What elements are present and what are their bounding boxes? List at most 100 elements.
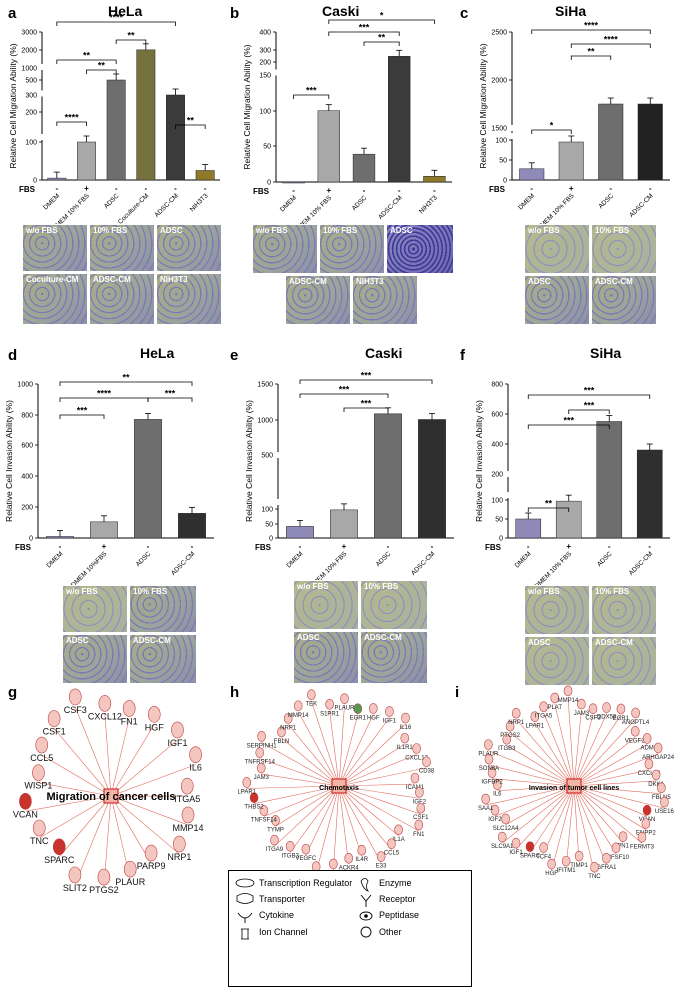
gene-node-icon	[590, 861, 599, 873]
edge	[497, 785, 575, 792]
significance-label: ***	[306, 86, 317, 96]
edge	[110, 739, 178, 797]
gene-label: IGF1	[167, 738, 187, 748]
fbs-label: FBS	[485, 543, 502, 552]
y-axis-label: Relative Cell Migration Ability (%)	[478, 43, 488, 168]
micrograph: 10% FBS	[591, 585, 657, 635]
x-tick-label: ADSC-CM	[410, 550, 436, 576]
chart-d: 0 200 400 600 800 1000 Relative Cell Invasion …	[4, 373, 214, 589]
edge	[543, 712, 575, 787]
bar	[519, 168, 545, 181]
gene-node-icon	[47, 710, 61, 727]
gene-label: TEK	[306, 702, 318, 708]
edge	[110, 764, 196, 797]
gene-node-icon	[249, 792, 259, 803]
bar	[388, 56, 411, 183]
y-tick-label: 3000	[21, 30, 37, 37]
gene-label: FN1	[121, 716, 138, 726]
micrograph: ADSC	[524, 636, 590, 686]
x-tick-label: NIH3T3	[189, 192, 210, 213]
y-tick-label: 1000	[257, 418, 273, 425]
gene-label: IGF1	[509, 850, 523, 856]
gene-node-icon	[657, 782, 666, 794]
y-tick-label: 1500	[491, 126, 507, 133]
gene-node-icon	[493, 779, 502, 791]
edge	[573, 718, 636, 787]
bar	[77, 141, 96, 181]
edge	[287, 724, 340, 787]
fbs-sign: +	[566, 542, 571, 551]
micrograph: NIH3T3	[156, 273, 222, 325]
gene-label: PLAUR	[478, 752, 499, 758]
gene-node-icon	[414, 819, 424, 831]
y-tick-label: 1500	[257, 382, 273, 389]
edge	[488, 750, 575, 787]
gene-label: FERMT3	[630, 844, 655, 850]
micrograph: ADSC-CM	[591, 275, 657, 325]
fbs-sign: +	[84, 184, 89, 193]
x-tick-label: ADSC	[597, 192, 615, 210]
y-tick-label: 2500	[491, 30, 507, 37]
gene-label: E33	[376, 864, 387, 870]
significance-label: ***	[361, 399, 372, 409]
y-tick-label: 600	[21, 443, 33, 450]
gene-node-icon	[574, 850, 584, 862]
y-tick-label: 600	[491, 412, 503, 419]
gene-node-icon	[180, 777, 194, 795]
bar	[598, 103, 624, 181]
micrograph: 10% FBS	[319, 224, 385, 274]
gene-node-icon	[387, 838, 396, 849]
gene-node-icon	[325, 699, 334, 710]
legend-label: Cytokine	[259, 910, 295, 920]
gene-label: GFRA1	[596, 865, 617, 871]
gene-label: PARP9	[137, 861, 166, 871]
y-axis-label: Relative Cell Migration Ability (%)	[242, 44, 252, 169]
bar	[418, 419, 446, 539]
edge	[110, 718, 130, 797]
gene-node-icon	[301, 843, 311, 855]
edge	[338, 785, 420, 799]
bar	[286, 526, 314, 539]
fbs-sign: -	[363, 186, 366, 195]
axis-break	[37, 134, 221, 140]
edge	[573, 744, 648, 787]
edge	[573, 713, 607, 787]
gene-node-icon	[270, 834, 279, 846]
axis-break	[37, 64, 221, 70]
edge	[565, 785, 575, 868]
fbs-sign: -	[648, 542, 651, 551]
gene-label: SERPINH1	[247, 743, 278, 749]
gene-label: TNC	[30, 836, 49, 846]
edge	[506, 744, 575, 787]
gene-label: MMP14	[173, 823, 204, 833]
gene-label: TNFSF14	[251, 817, 278, 823]
edge	[573, 753, 659, 787]
x-tick-label: DMEM	[285, 550, 304, 569]
bar	[636, 449, 663, 539]
gene-label: PLAUR	[334, 706, 355, 712]
edge	[573, 785, 648, 817]
gene-node-icon	[484, 739, 493, 750]
y-tick-label: 0	[503, 178, 507, 185]
micrograph: ADSC-CM	[360, 631, 428, 684]
significance-bracket	[570, 43, 651, 48]
fbs-sign: -	[144, 184, 147, 193]
edge	[551, 785, 575, 871]
gene-label: JAM3	[574, 711, 590, 717]
significance-bracket	[59, 414, 105, 419]
gene-label: PN1	[617, 844, 629, 850]
bar	[374, 413, 402, 539]
axis-break	[507, 133, 671, 139]
legend-label: Transcription Regulator	[259, 878, 353, 888]
micrograph: ADSC	[386, 224, 454, 274]
significance-label: ***	[339, 385, 350, 395]
gene-label: TNC	[588, 874, 601, 880]
x-tick-label: ADSC	[351, 194, 369, 212]
edge	[509, 731, 575, 787]
edge	[573, 769, 649, 787]
network-legend: Transcription Regulator Transporter Cyto…	[228, 870, 472, 987]
y-tick-label: 2000	[21, 48, 37, 55]
chart-b: 0 50 100 150 200 300 400 Relative Cell Migratio…	[242, 11, 453, 234]
significance-label: ***	[165, 389, 176, 399]
gene-label: VEGFC	[625, 738, 646, 744]
